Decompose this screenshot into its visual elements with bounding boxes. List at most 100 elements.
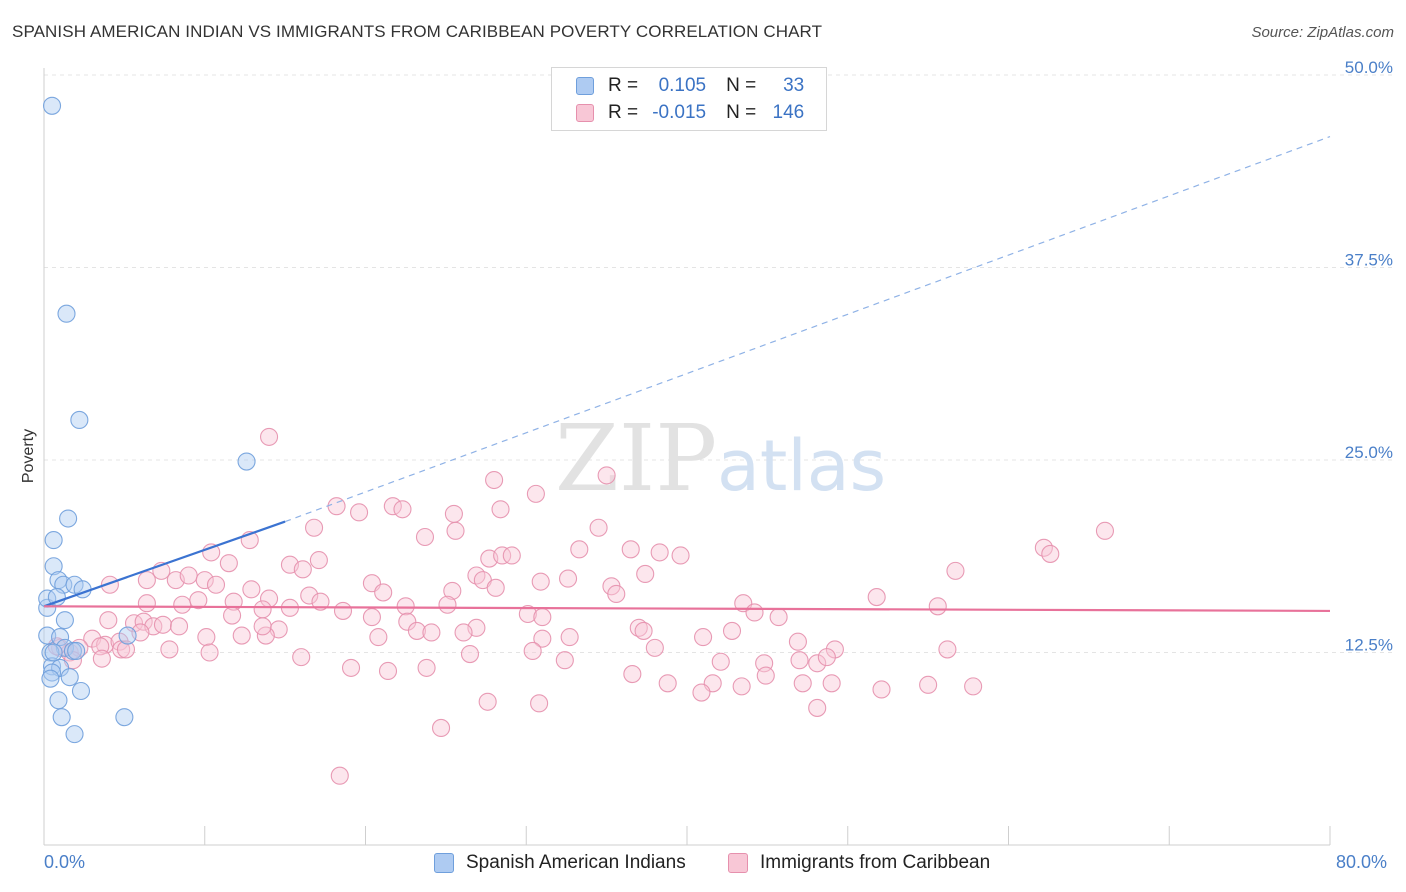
data-point (232, 626, 251, 645)
data-point (179, 566, 198, 585)
x-axis-ticks (43, 826, 1331, 845)
series-legend-blue[interactable]: Spanish American Indians (434, 852, 686, 874)
data-point (223, 606, 242, 625)
data-point (160, 640, 179, 659)
data-point (502, 546, 521, 565)
data-point (1041, 544, 1060, 563)
data-point (808, 698, 827, 717)
data-point (374, 583, 393, 602)
data-point (393, 500, 412, 519)
legend-n-value: 33 (783, 75, 805, 96)
data-point (378, 661, 398, 681)
data-point (92, 649, 111, 668)
data-point (485, 470, 504, 490)
legend-r-label: R = (608, 75, 639, 96)
data-point (330, 766, 349, 785)
data-point (55, 611, 74, 630)
data-point (454, 623, 473, 642)
data-point (65, 725, 84, 744)
data-point (867, 588, 886, 607)
data-point (671, 546, 690, 565)
data-point (383, 497, 402, 516)
data-point (607, 584, 626, 604)
x-min-label: 0.0% (44, 852, 86, 872)
data-point (491, 500, 510, 519)
data-point (634, 621, 653, 640)
series-label-pink: Immigrants from Caribbean (760, 852, 991, 873)
data-point (305, 518, 324, 537)
correlation-legend: R = 0.105 N = 33 R = -0.015 N = 146 (551, 67, 827, 131)
data-point (253, 617, 272, 636)
data-point (219, 554, 238, 573)
data-point (788, 632, 807, 651)
data-point (396, 597, 415, 616)
data-point (116, 640, 136, 659)
data-point (658, 674, 677, 693)
data-point (446, 521, 465, 540)
y-tick-label: 12.5% (1345, 636, 1393, 655)
blue-trend-line (43, 520, 286, 608)
data-point (555, 651, 574, 670)
data-point (443, 581, 462, 600)
data-point (311, 592, 330, 611)
data-point (60, 668, 79, 687)
series-legend-pink[interactable]: Immigrants from Caribbean (728, 852, 990, 874)
spanish-american-indian-points (38, 96, 256, 744)
data-point (1095, 521, 1114, 540)
data-point (636, 564, 655, 584)
data-point (570, 540, 589, 559)
data-point (530, 694, 549, 713)
y-axis-label: Poverty (20, 429, 37, 483)
data-point (938, 640, 957, 659)
data-point (41, 669, 60, 688)
blue-trend-extension (284, 136, 1331, 523)
series-swatch-blue (434, 853, 454, 873)
data-point (621, 540, 640, 559)
data-point (42, 96, 62, 115)
data-point (67, 641, 86, 661)
data-point (558, 569, 578, 588)
data-point (756, 666, 775, 685)
data-point (808, 654, 827, 673)
data-point (253, 600, 272, 619)
data-point (71, 681, 91, 701)
data-point (694, 628, 713, 647)
data-point (597, 466, 616, 485)
data-point (478, 692, 497, 711)
data-point (115, 708, 134, 727)
y-tick-label: 50.0% (1345, 58, 1393, 77)
data-point (407, 621, 426, 640)
data-point (369, 628, 388, 647)
data-point (333, 601, 353, 620)
data-point (242, 580, 261, 599)
data-point (169, 617, 189, 636)
data-point (134, 612, 153, 631)
data-point (300, 586, 319, 605)
data-point (745, 603, 764, 622)
data-point (467, 566, 486, 585)
data-point (415, 527, 435, 547)
series-swatch-pink (728, 853, 748, 873)
data-point (946, 561, 965, 580)
legend-r-label: R = (608, 102, 639, 123)
legend-n-value: 146 (772, 102, 805, 123)
pink-trend-line (43, 605, 1331, 613)
data-point (362, 608, 381, 627)
data-point (59, 509, 78, 528)
data-point (533, 608, 552, 627)
data-point (309, 551, 328, 570)
legend-r-value: 0.105 (658, 75, 707, 96)
gridlines (44, 74, 1392, 653)
x-max-label: 80.0% (1336, 852, 1388, 872)
data-point (444, 504, 463, 523)
legend-row-blue: R = 0.105 N = 33 (576, 74, 804, 98)
data-point (623, 665, 642, 684)
series-label-blue: Spanish American Indians (466, 852, 686, 873)
data-point (422, 623, 441, 642)
data-point (692, 683, 711, 702)
chart-title: SPANISH AMERICAN INDIAN VS IMMIGRANTS FR… (12, 22, 823, 41)
data-point (531, 572, 550, 591)
data-point (42, 663, 62, 682)
data-point (493, 546, 512, 565)
